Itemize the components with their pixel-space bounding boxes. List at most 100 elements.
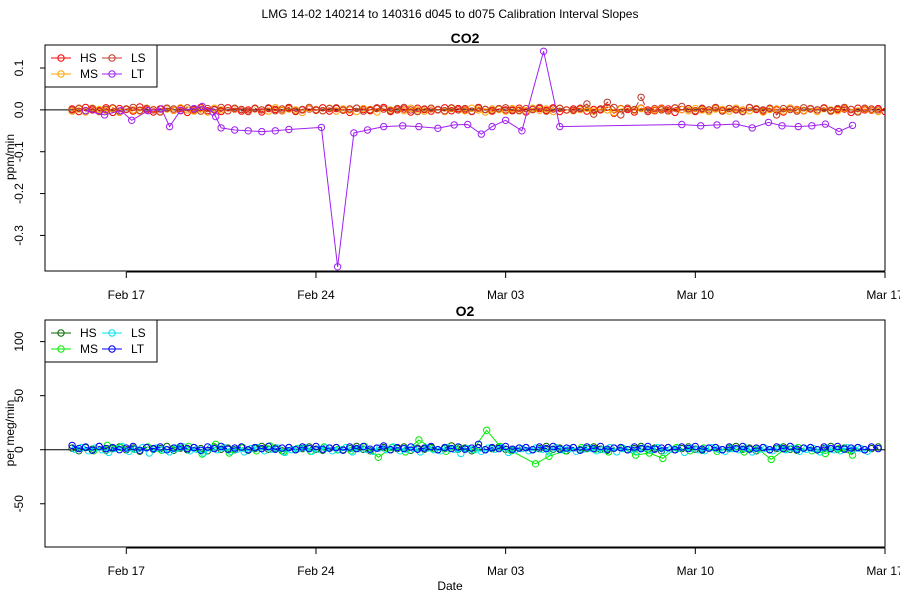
data-point	[413, 445, 422, 453]
data-point	[285, 125, 293, 134]
data-point	[317, 123, 326, 132]
data-point	[68, 106, 76, 114]
data-point	[217, 442, 225, 451]
data-point	[671, 104, 679, 112]
data-point	[576, 446, 584, 454]
data-point	[375, 444, 384, 452]
data-point	[759, 106, 767, 114]
data-point	[380, 122, 388, 131]
data-point	[359, 107, 368, 115]
data-point	[651, 445, 659, 453]
data-point	[821, 120, 830, 128]
legend-label: LS	[131, 326, 146, 340]
data-point	[363, 126, 372, 134]
data-point	[515, 107, 523, 115]
data-point	[115, 446, 124, 454]
data-point	[739, 107, 747, 116]
series-ls	[68, 93, 882, 119]
data-point	[285, 443, 293, 452]
data-point	[144, 107, 152, 115]
data-point	[258, 106, 266, 114]
data-point	[441, 443, 449, 452]
data-point	[793, 445, 801, 453]
data-point	[732, 444, 740, 453]
legend-label: MS	[80, 67, 98, 81]
data-point	[786, 442, 794, 451]
data-point	[481, 446, 489, 454]
data-point	[488, 106, 496, 115]
data-point	[450, 121, 458, 129]
data-point	[745, 445, 754, 453]
data-point	[705, 106, 713, 114]
data-point	[427, 104, 435, 112]
data-point	[88, 446, 97, 454]
data-point	[511, 446, 519, 454]
data-point	[407, 443, 415, 451]
data-point	[339, 106, 347, 115]
data-point	[684, 105, 693, 113]
legend-item-ls: LS	[102, 326, 146, 340]
data-point	[434, 105, 442, 114]
legend-item-lt: LT	[102, 67, 145, 81]
data-point	[122, 444, 131, 452]
co2-y-axis-label: ppm/min	[3, 134, 17, 180]
data-point	[81, 107, 90, 115]
data-point	[833, 104, 842, 113]
data-point	[198, 102, 206, 111]
data-point	[386, 107, 395, 115]
legend-swatch-marker	[108, 54, 116, 62]
data-point	[583, 100, 591, 108]
data-point	[399, 122, 407, 130]
data-point	[225, 449, 234, 457]
data-point	[861, 446, 869, 454]
data-point	[237, 443, 246, 451]
data-point	[759, 108, 767, 116]
data-point	[251, 104, 259, 113]
data-point	[197, 107, 205, 115]
data-point	[190, 104, 198, 113]
data-point	[535, 443, 544, 451]
data-point	[122, 105, 131, 113]
o2-y-axis-label: per meg/min	[3, 400, 17, 467]
data-point	[264, 104, 273, 112]
data-point	[697, 122, 705, 130]
data-point	[474, 440, 483, 448]
legend-item-ms: MS	[51, 67, 98, 81]
data-point	[373, 444, 381, 452]
data-point	[806, 105, 815, 113]
legend-swatch-marker	[57, 54, 65, 62]
data-point	[501, 442, 510, 451]
legend-label: HS	[80, 51, 97, 65]
data-point	[501, 116, 510, 125]
data-point	[333, 263, 342, 271]
data-point	[285, 104, 293, 112]
data-point	[806, 443, 815, 452]
data-point	[366, 106, 374, 114]
data-point	[848, 121, 857, 130]
data-layer	[68, 426, 882, 468]
data-point	[298, 443, 307, 451]
data-point	[623, 446, 632, 454]
y-tick-label: 0.1	[12, 59, 26, 76]
legend-label: LT	[131, 67, 145, 81]
data-point	[224, 445, 232, 453]
data-point	[800, 104, 808, 112]
legend-item-hs: HS	[51, 326, 97, 340]
data-point	[889, 106, 895, 112]
legend-swatch-marker	[57, 329, 65, 337]
data-point	[835, 127, 843, 136]
data-point	[350, 129, 358, 137]
y-tick-label: -0.3	[12, 225, 26, 246]
data-point	[501, 104, 510, 112]
data-point	[454, 106, 462, 114]
data-point	[359, 442, 368, 451]
data-point	[664, 443, 672, 452]
data-point	[603, 98, 611, 107]
data-point	[718, 107, 727, 115]
data-point	[415, 122, 423, 131]
data-point	[691, 442, 699, 451]
y-tick-label: -0.1	[12, 141, 26, 162]
data-point	[596, 442, 605, 451]
data-point	[163, 446, 171, 454]
data-point	[671, 446, 679, 454]
